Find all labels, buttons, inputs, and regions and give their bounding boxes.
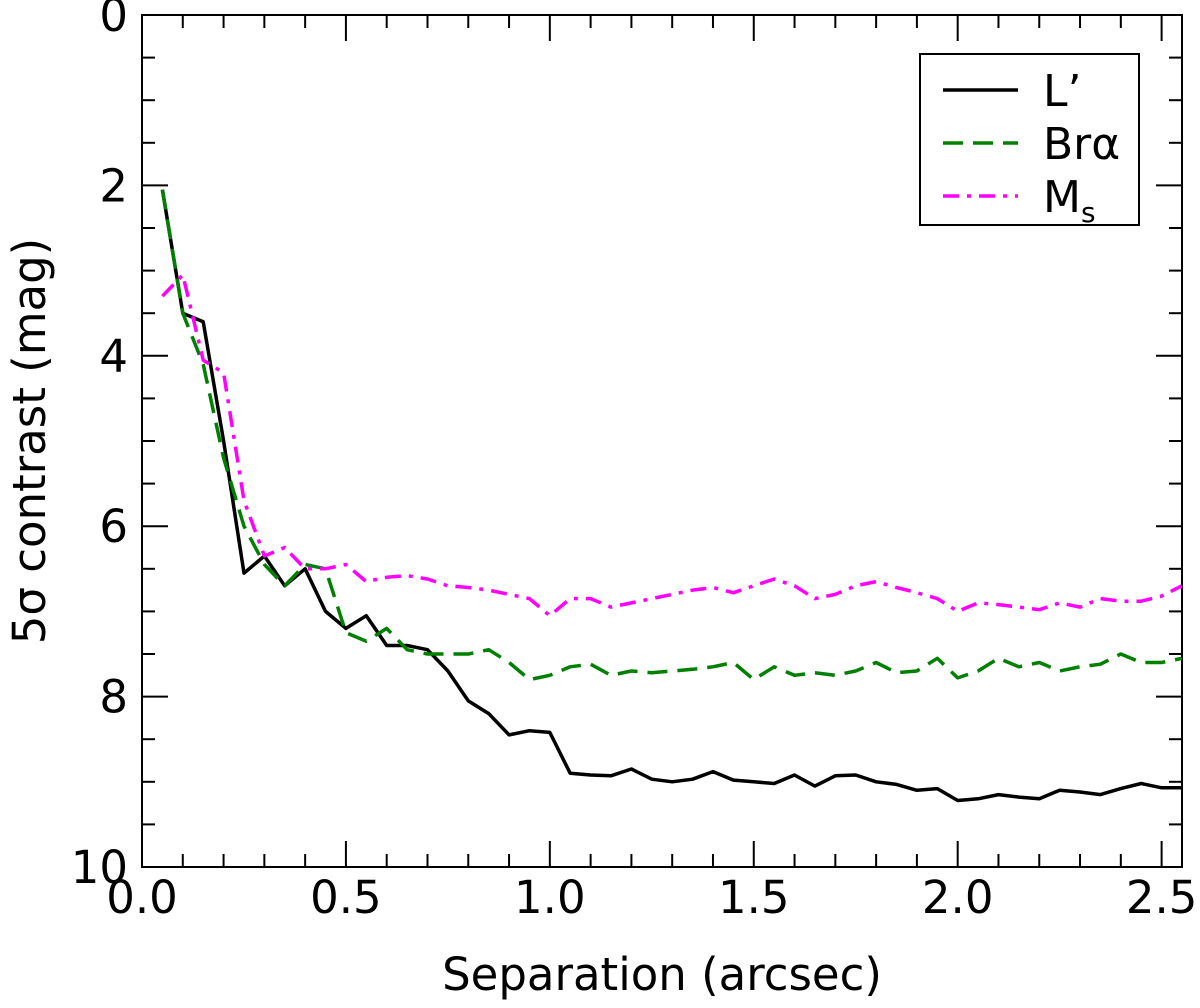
y-tick-label: 4 (99, 330, 128, 383)
legend-label-0: L’ (1043, 66, 1082, 117)
series-line-1 (160, 189, 1183, 682)
y-axis-label: 5σ contrast (mag) (3, 238, 56, 644)
x-tick-label: 2.5 (1126, 871, 1198, 924)
x-tick-label: 1.5 (718, 871, 790, 924)
series-line-0 (160, 189, 1182, 803)
y-tick-label: 2 (99, 159, 128, 212)
y-tick-label: 10 (71, 841, 128, 894)
axis-tick-labels: 0.0 0.5 1.0 1.5 2.0 2.5 0 2 4 6 8 10 (71, 0, 1198, 924)
axis-ticks (141, 14, 1182, 868)
x-tick-label: 1.0 (514, 871, 586, 924)
y-tick-label: 8 (99, 671, 128, 724)
y-tick-label: 6 (99, 500, 128, 553)
x-axis-label: Separation (arcsec) (442, 948, 882, 1001)
y-tick-label: 0 (99, 0, 128, 42)
x-tick-label: 0.5 (310, 871, 382, 924)
x-tick-label: 0.0 (106, 871, 178, 924)
series-lines (160, 189, 1183, 803)
x-tick-label: 2.0 (922, 871, 994, 924)
series-line-2 (161, 273, 1183, 618)
legend-label-1: Brα (1043, 119, 1120, 170)
